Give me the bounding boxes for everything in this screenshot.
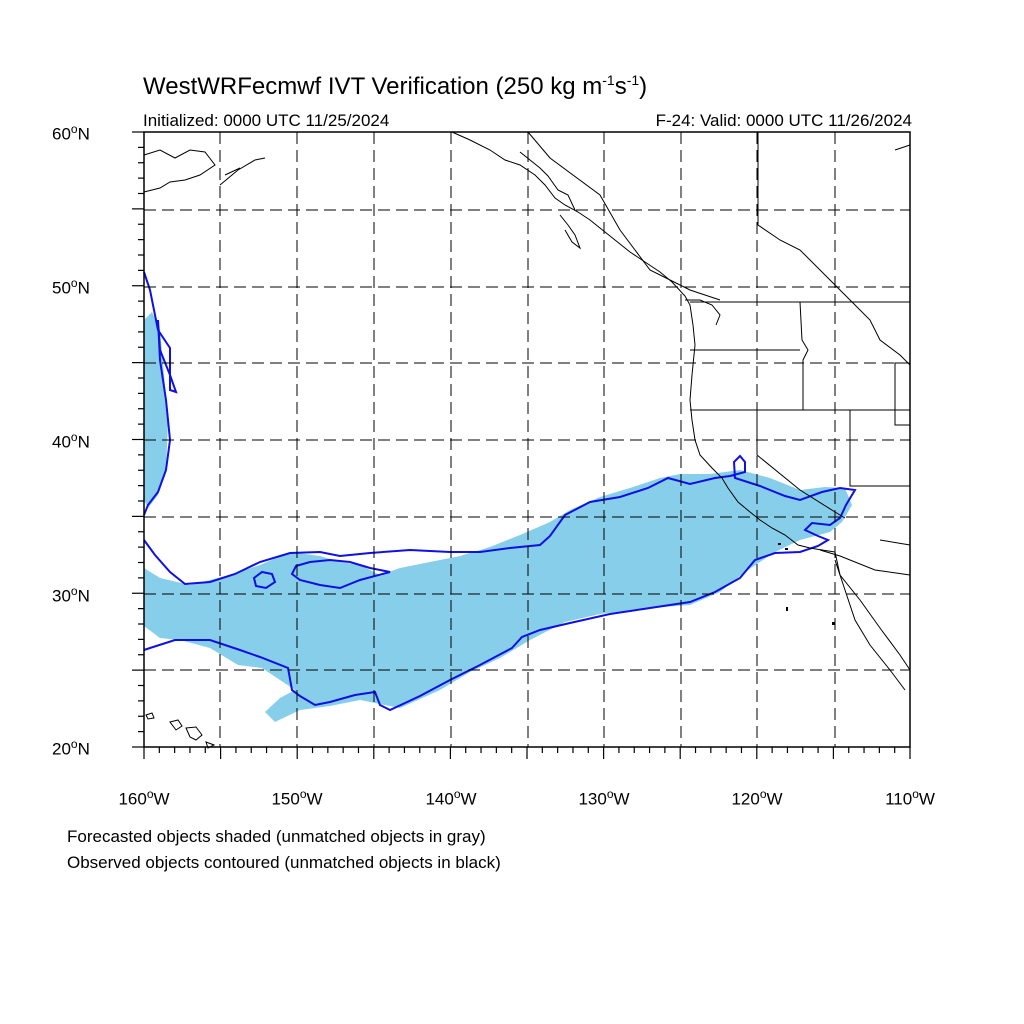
observed-contour-west	[143, 271, 178, 516]
lat-label-20: 20oN	[52, 737, 90, 759]
lat-label-50: 50oN	[52, 276, 90, 298]
lon-label-120w: 120oW	[731, 787, 783, 809]
legend-forecast-note: Forecasted objects shaded (unmatched obj…	[67, 827, 486, 846]
observed-contour-inner	[290, 558, 391, 590]
hawaii-islands	[145, 712, 216, 749]
tick-marks	[132, 131, 911, 759]
forecast-object	[144, 470, 852, 722]
lat-label-40: 40oN	[52, 430, 90, 452]
lon-label-150w: 150oW	[271, 787, 323, 809]
channel-islands	[778, 543, 835, 625]
map-title: WestWRFecmwf IVT Verification (250 kg m-…	[143, 72, 648, 100]
observed-contour-main	[143, 454, 857, 712]
lon-label-160w: 160oW	[118, 787, 170, 809]
lat-label-60: 60oN	[52, 122, 90, 144]
lon-label-110w: 110oW	[885, 787, 935, 809]
forecast-object-west	[144, 312, 168, 508]
lon-label-140w: 140oW	[425, 787, 477, 809]
coastlines	[143, 131, 911, 553]
lat-label-30: 30oN	[52, 584, 90, 606]
lon-label-130w: 130oW	[578, 787, 630, 809]
initialized-time: Initialized: 0000 UTC 11/25/2024	[143, 111, 390, 130]
legend-observed-note: Observed objects contoured (unmatched ob…	[67, 853, 501, 872]
observed-contour-island	[252, 570, 277, 590]
gridlines	[144, 132, 910, 747]
valid-time: F-24: Valid: 0000 UTC 11/26/2024	[655, 111, 912, 130]
